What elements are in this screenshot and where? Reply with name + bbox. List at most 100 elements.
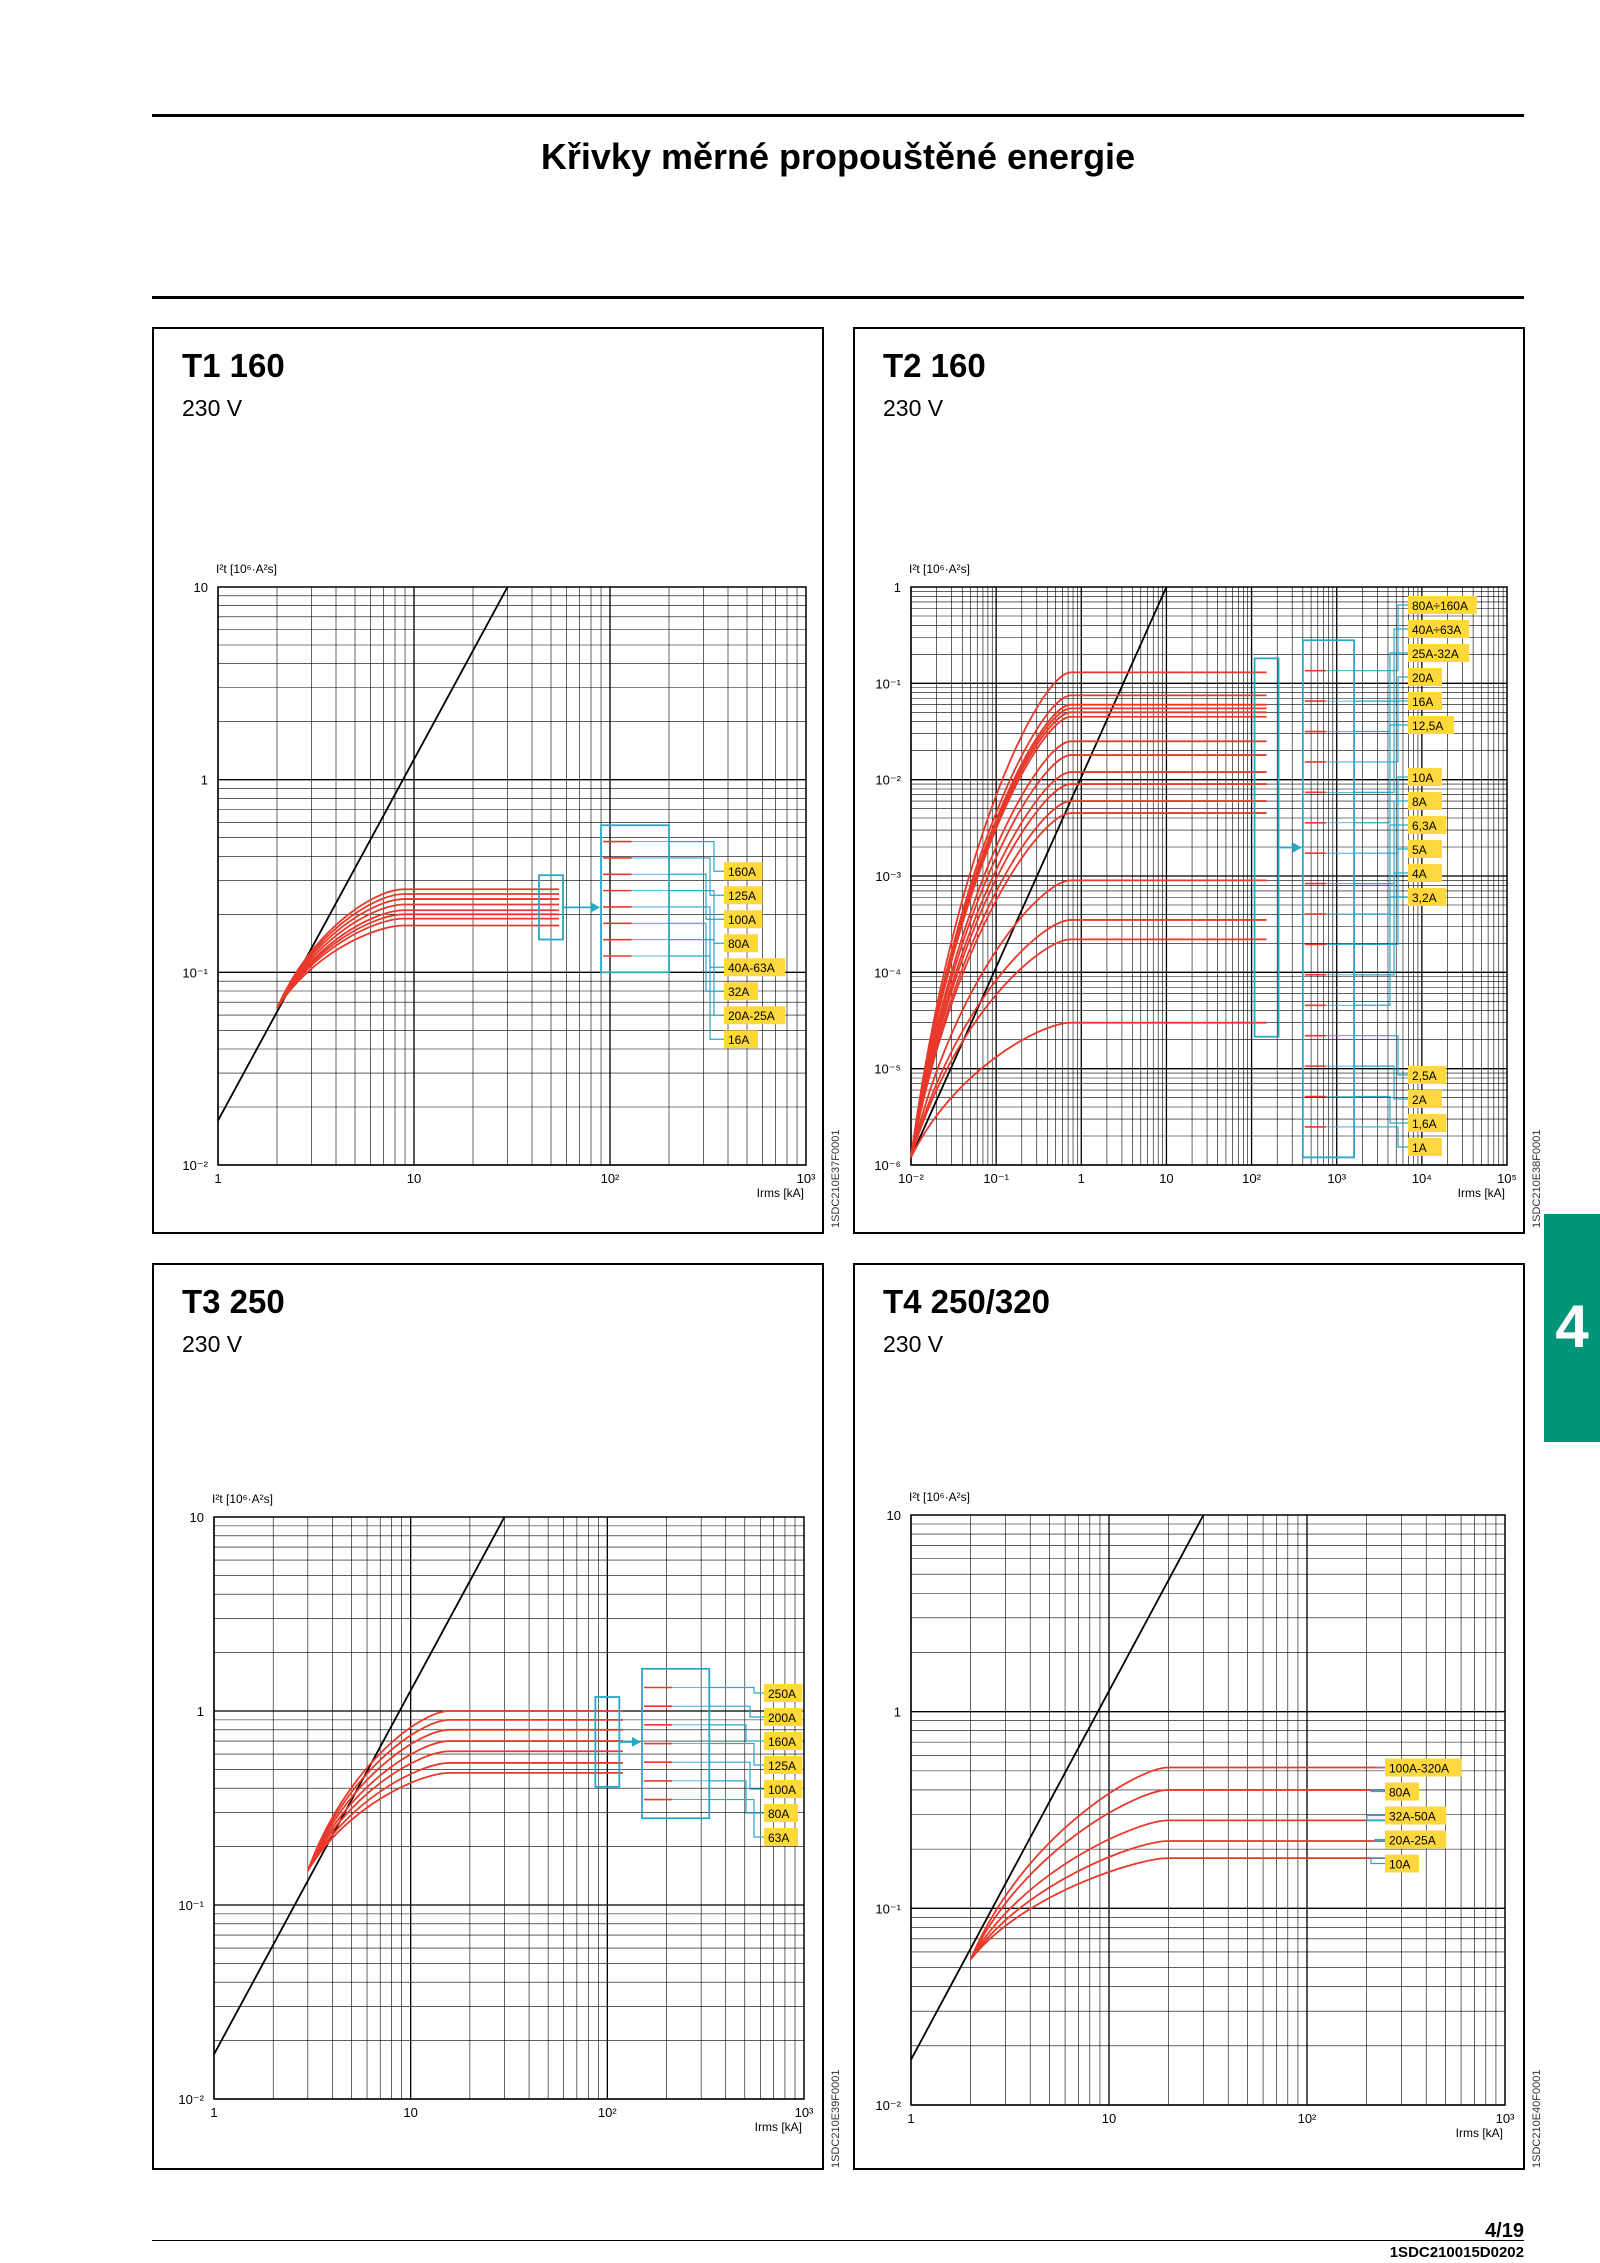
label-leader bbox=[709, 1724, 764, 1742]
grid bbox=[910, 586, 1508, 1166]
y-tick-label: 1 bbox=[201, 773, 208, 788]
series-label-bg bbox=[724, 958, 786, 977]
label-leader bbox=[1354, 776, 1408, 854]
label-leader bbox=[669, 906, 724, 968]
chart-subtitle: 230 V bbox=[883, 1331, 944, 1357]
series-label-bg bbox=[724, 934, 758, 953]
label-leader bbox=[1354, 652, 1408, 733]
series-label: 160A bbox=[728, 865, 756, 879]
chart-title: T1 160 bbox=[182, 347, 285, 384]
x-tick-label: 10⁻¹ bbox=[983, 1171, 1009, 1186]
limit-line bbox=[910, 1514, 1205, 2061]
series-curve bbox=[910, 812, 1267, 1158]
series-label-bg bbox=[1385, 1782, 1419, 1801]
label-leader bbox=[1354, 1065, 1408, 1100]
chart-title: T2 160 bbox=[883, 347, 986, 384]
chapter-number: 4 bbox=[1555, 1293, 1589, 1360]
chart-panel-t4: T4 250/320 230 V I²t [10⁶·A²s] Irms [kA] 1… bbox=[853, 1263, 1525, 2170]
x-tick-label: 10³ bbox=[1327, 1171, 1346, 1186]
series-label-bg bbox=[1408, 668, 1442, 686]
series-label-bg bbox=[724, 862, 763, 881]
series-label: 100A-320A bbox=[1389, 1762, 1449, 1776]
x-tick-label: 10² bbox=[1298, 2111, 1317, 2126]
series-curve bbox=[969, 1789, 1410, 1960]
y-tick-label: 10⁻² bbox=[875, 2098, 901, 2113]
y-axis-label: I²t [10⁶·A²s] bbox=[909, 562, 970, 576]
series-label-bg bbox=[1408, 620, 1470, 638]
y-tick-label: 10 bbox=[190, 1510, 204, 1525]
label-leader bbox=[1354, 1126, 1408, 1148]
y-tick-label: 10⁻⁶ bbox=[874, 1158, 901, 1173]
series-label-bg bbox=[764, 1780, 803, 1798]
series-curve bbox=[969, 1766, 1410, 1960]
chapter-tab: 4 bbox=[1544, 1214, 1600, 1442]
page-number: 4/19 bbox=[1485, 2220, 1524, 2242]
series-label: 100A bbox=[728, 913, 756, 927]
series-label: 32A-50A bbox=[1389, 1810, 1436, 1824]
series-label-bg bbox=[1408, 1090, 1442, 1108]
grid bbox=[213, 1516, 805, 2100]
series-label: 1A bbox=[1412, 1141, 1427, 1155]
series-curve bbox=[969, 1819, 1410, 1960]
limit-line bbox=[910, 586, 1168, 1158]
chart-subtitle: 230 V bbox=[883, 395, 944, 421]
series-label: 8A bbox=[1412, 795, 1427, 809]
series-label: 20A-25A bbox=[1389, 1834, 1436, 1848]
arrow-head bbox=[631, 1736, 641, 1747]
series-label-bg bbox=[1408, 768, 1442, 786]
y-axis-label: I²t [10⁶·A²s] bbox=[909, 1490, 970, 1504]
series-label: 20A-25A bbox=[728, 1009, 775, 1023]
label-leader bbox=[1354, 1035, 1408, 1076]
series-label-bg bbox=[764, 1828, 798, 1846]
series-curve bbox=[910, 938, 1267, 1158]
series-label: 12,5A bbox=[1412, 719, 1443, 733]
series-curve bbox=[969, 1857, 1410, 1960]
series-label-bg bbox=[724, 982, 758, 1001]
series-curve bbox=[910, 671, 1267, 1158]
series-label-bg bbox=[1408, 888, 1447, 906]
series-curve bbox=[969, 1840, 1410, 1960]
series-curve bbox=[307, 1750, 623, 1872]
label-leader bbox=[1354, 824, 1408, 915]
y-tick-label: 10 bbox=[194, 580, 208, 595]
series-label-bg bbox=[764, 1804, 798, 1822]
x-tick-label: 10 bbox=[1102, 2111, 1116, 2126]
series-label-bg bbox=[1385, 1830, 1447, 1849]
series-label: 125A bbox=[768, 1759, 796, 1773]
label-leader bbox=[1354, 724, 1408, 824]
series-label-bg bbox=[1385, 1806, 1447, 1825]
series-label-bg bbox=[1408, 864, 1442, 882]
series-label-bg bbox=[1408, 1114, 1447, 1132]
x-tick-label: 10 bbox=[1159, 1171, 1173, 1186]
series-label-bg bbox=[764, 1708, 803, 1726]
series-label-bg bbox=[1385, 1758, 1462, 1777]
series-label: 3,2A bbox=[1412, 891, 1437, 905]
x-tick-label: 10³ bbox=[1496, 2111, 1515, 2126]
series-label-bg bbox=[764, 1684, 803, 1702]
chart-svg-t2: I²t [10⁶·A²s] Irms [kA] 10⁻² 10⁻¹ 1 10 10² 10³ 1… bbox=[874, 562, 1517, 1200]
label-leader bbox=[669, 857, 724, 896]
chart-svg-t3: I²t [10⁶·A²s] Irms [kA] 1 10 10² 10³ 10 1 10⁻¹ 10… bbox=[178, 1492, 814, 2134]
chart-title: T4 250/320 bbox=[883, 1283, 1050, 1320]
series-label: 5A bbox=[1412, 843, 1427, 857]
series-label-bg bbox=[764, 1732, 803, 1750]
series-label: 16A bbox=[728, 1033, 749, 1047]
label-leader bbox=[1354, 700, 1408, 793]
label-leader bbox=[1354, 604, 1408, 672]
plot-frame bbox=[217, 586, 807, 1166]
chart-subtitle: 230 V bbox=[182, 1331, 243, 1357]
label-leader bbox=[1354, 872, 1408, 976]
label-leader bbox=[1354, 1095, 1408, 1124]
y-axis-label: I²t [10⁶·A²s] bbox=[216, 562, 277, 576]
y-tick-label: 1 bbox=[894, 580, 901, 595]
series-curve bbox=[910, 919, 1267, 1158]
y-tick-label: 10⁻¹ bbox=[182, 965, 208, 980]
y-tick-label: 1 bbox=[197, 1704, 204, 1719]
plot-frame bbox=[213, 1516, 805, 2100]
plot-frame bbox=[910, 586, 1508, 1166]
chart-svg-t4: I²t [10⁶·A²s] Irms [kA] 1 10 10² 10³ 10 1 10⁻¹ 10… bbox=[875, 1490, 1515, 2140]
series-label-bg bbox=[1408, 1138, 1442, 1156]
series-label: 25A-32A bbox=[1412, 647, 1459, 661]
series-label: 80A bbox=[728, 937, 749, 951]
y-tick-label: 10⁻⁵ bbox=[874, 1062, 901, 1077]
